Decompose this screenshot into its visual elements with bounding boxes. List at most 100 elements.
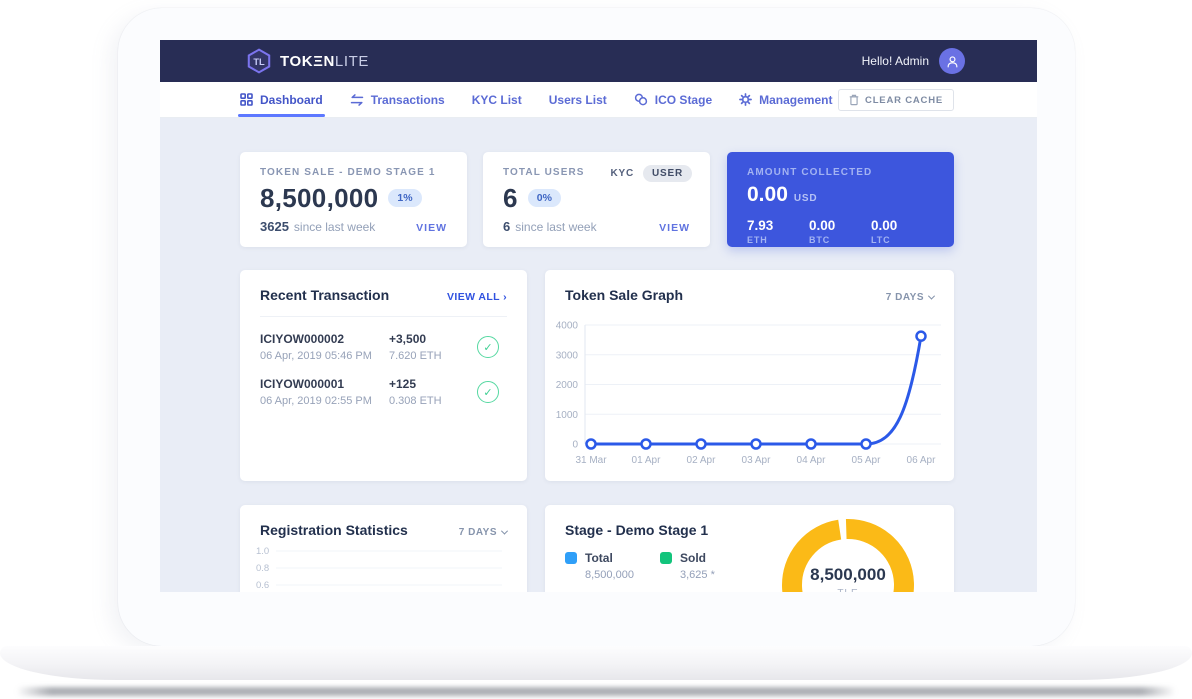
svg-text:1.0: 1.0 bbox=[256, 546, 269, 557]
card-title: Registration Statistics bbox=[260, 522, 408, 538]
view-token-sale-link[interactable]: VIEW bbox=[416, 222, 447, 234]
top-navbar: TL TOKΞNLITE Hello! Admin bbox=[160, 40, 1037, 82]
transaction-row[interactable]: ICIYOW000002 06 Apr, 2019 05:46 PM +3,50… bbox=[260, 332, 507, 362]
legend-swatch bbox=[660, 552, 672, 564]
confirmed-check-icon: ✓ bbox=[477, 336, 499, 358]
chevron-right-icon: › bbox=[503, 291, 507, 303]
kpi-title: TOTAL USERS bbox=[503, 167, 585, 178]
svg-text:02 Apr: 02 Apr bbox=[687, 455, 717, 466]
laptop-shadow bbox=[16, 687, 1176, 696]
asset-eth: 7.93 ETH bbox=[747, 218, 774, 245]
transaction-row[interactable]: ICIYOW000001 06 Apr, 2019 02:55 PM +125 … bbox=[260, 377, 507, 407]
kpi-value: 8,500,000 bbox=[260, 183, 379, 213]
registration-chart: 1.0 0.8 0.6 bbox=[256, 546, 502, 591]
gauge-center-text: 8,500,000 TLE bbox=[810, 565, 886, 592]
confirmed-check-icon: ✓ bbox=[477, 381, 499, 403]
svg-text:0: 0 bbox=[572, 440, 578, 451]
kpi-delta-text: since last week bbox=[293, 220, 376, 234]
transaction-id: ICIYOW000001 bbox=[260, 377, 345, 391]
kpi-delta: 3625 bbox=[260, 219, 289, 234]
usd-label: USD bbox=[793, 193, 818, 204]
chevron-down-icon bbox=[927, 292, 936, 300]
total-users-kpi-card: TOTAL USERS KYC USER 6 0% 6 since last w… bbox=[483, 152, 710, 247]
transaction-id: ICIYOW000002 bbox=[260, 332, 345, 346]
kpi-title: TOKEN SALE - DEMO STAGE 1 bbox=[260, 167, 436, 178]
divider bbox=[260, 316, 507, 317]
svg-text:2000: 2000 bbox=[556, 380, 579, 391]
legend-item-sold: Sold 3,625 * bbox=[660, 551, 780, 581]
greeting-text: Hello! Admin bbox=[861, 54, 929, 68]
clear-cache-button[interactable]: CLEAR CACHE bbox=[838, 89, 954, 111]
token-sale-line-chart: 0 1000 2000 3000 4000 31 Mar 01 Apr 02 Apr 03 Ap… bbox=[556, 321, 941, 466]
transaction-eth: 0.308 ETH bbox=[389, 395, 442, 407]
kpi-delta: 6 bbox=[503, 219, 511, 234]
svg-text:04 Apr: 04 Apr bbox=[797, 455, 827, 466]
svg-text:05 Apr: 05 Apr bbox=[852, 455, 882, 466]
transaction-date: 06 Apr, 2019 02:55 PM bbox=[260, 395, 372, 407]
tab-label: Users List bbox=[548, 92, 607, 107]
token-sale-graph-card: Token Sale Graph 7 DAYS 0 1000 2000 3000 400… bbox=[545, 270, 954, 481]
tab-ico-stage[interactable]: ICO Stage bbox=[634, 82, 712, 117]
svg-text:03 Apr: 03 Apr bbox=[742, 455, 772, 466]
kyc-toggle[interactable]: KYC bbox=[610, 168, 635, 179]
main-nav-tabs: Dashboard Transactions KYC List Users Li… bbox=[160, 82, 1037, 118]
transaction-date: 06 Apr, 2019 05:46 PM bbox=[260, 350, 372, 362]
svg-text:1000: 1000 bbox=[556, 410, 579, 421]
tab-dashboard[interactable]: Dashboard bbox=[238, 82, 325, 117]
svg-text:0.6: 0.6 bbox=[256, 580, 269, 591]
svg-text:3000: 3000 bbox=[556, 350, 579, 361]
tab-label: Transactions bbox=[370, 92, 445, 107]
transactions-swap-icon bbox=[350, 93, 364, 106]
tab-label: Management bbox=[759, 92, 833, 107]
app-window: TL TOKΞNLITE Hello! Admin Dashboard Tran bbox=[160, 40, 1037, 592]
card-title: Token Sale Graph bbox=[565, 287, 683, 303]
ico-stage-coins-icon bbox=[634, 93, 648, 106]
view-all-link[interactable]: VIEW ALL › bbox=[446, 291, 507, 303]
chevron-down-icon bbox=[500, 527, 509, 535]
card-title: Recent Transaction bbox=[260, 287, 390, 303]
brand-name: TOKΞNLITE bbox=[280, 52, 369, 70]
kpi-percent-badge: 0% bbox=[527, 189, 561, 207]
asset-btc: 0.00 BTC bbox=[809, 218, 836, 245]
tab-transactions[interactable]: Transactions bbox=[350, 82, 445, 117]
kpi-value: 6 bbox=[503, 183, 518, 213]
usd-amount: 0.00 bbox=[747, 183, 788, 206]
token-sale-kpi-card: TOKEN SALE - DEMO STAGE 1 8,500,000 1% 3… bbox=[240, 152, 467, 247]
range-dropdown[interactable]: 7 DAYS bbox=[459, 527, 509, 538]
svg-text:31 Mar: 31 Mar bbox=[575, 455, 607, 466]
stage-legend: Total 8,500,000 Sold 3,625 * Sale % Unso… bbox=[565, 551, 780, 592]
kpi-delta-text: since last week bbox=[515, 220, 597, 234]
svg-text:06 Apr: 06 Apr bbox=[907, 455, 937, 466]
dashboard-grid-icon bbox=[240, 93, 253, 106]
kpi-title: AMOUNT COLLECTED bbox=[747, 167, 873, 178]
tab-users-list[interactable]: Users List bbox=[549, 82, 607, 117]
tab-management[interactable]: Management bbox=[739, 82, 846, 117]
tokenlite-logo-icon: TL bbox=[246, 48, 272, 74]
user-toggle[interactable]: USER bbox=[643, 165, 692, 182]
brand-logo[interactable]: TL TOKΞNLITE bbox=[246, 48, 369, 74]
trash-icon bbox=[849, 94, 859, 106]
range-dropdown[interactable]: 7 DAYS bbox=[886, 292, 936, 303]
recent-transactions-card: Recent Transaction VIEW ALL › ICIYOW0000… bbox=[240, 270, 527, 481]
svg-text:0.8: 0.8 bbox=[256, 563, 269, 574]
asset-ltc: 0.00 LTC bbox=[871, 218, 898, 245]
svg-text:4000: 4000 bbox=[556, 321, 579, 332]
laptop-base bbox=[0, 646, 1192, 680]
transaction-amount: +125 bbox=[389, 377, 417, 391]
tab-kyc-list[interactable]: KYC List bbox=[472, 82, 522, 117]
svg-text:TL: TL bbox=[253, 57, 265, 67]
stage-donut-gauge bbox=[758, 495, 938, 592]
stage-card: Stage - Demo Stage 1 Total 8,500,000 Sol… bbox=[545, 505, 954, 592]
registration-statistics-card: Registration Statistics 7 DAYS 1.0 0.8 0.6 bbox=[240, 505, 527, 592]
user-avatar[interactable] bbox=[939, 48, 965, 74]
clear-cache-label: CLEAR CACHE bbox=[865, 94, 943, 106]
person-icon bbox=[945, 54, 960, 69]
gear-icon bbox=[739, 93, 753, 106]
transaction-eth: 7.620 ETH bbox=[389, 350, 442, 362]
amount-collected-card: AMOUNT COLLECTED 0.00 USD 7.93 ETH 0.00 … bbox=[727, 152, 954, 247]
legend-item-total: Total 8,500,000 bbox=[565, 551, 660, 581]
view-users-link[interactable]: VIEW bbox=[659, 222, 690, 234]
kpi-percent-badge: 1% bbox=[388, 189, 422, 207]
legend-swatch bbox=[565, 552, 577, 564]
svg-text:01 Apr: 01 Apr bbox=[632, 455, 662, 466]
